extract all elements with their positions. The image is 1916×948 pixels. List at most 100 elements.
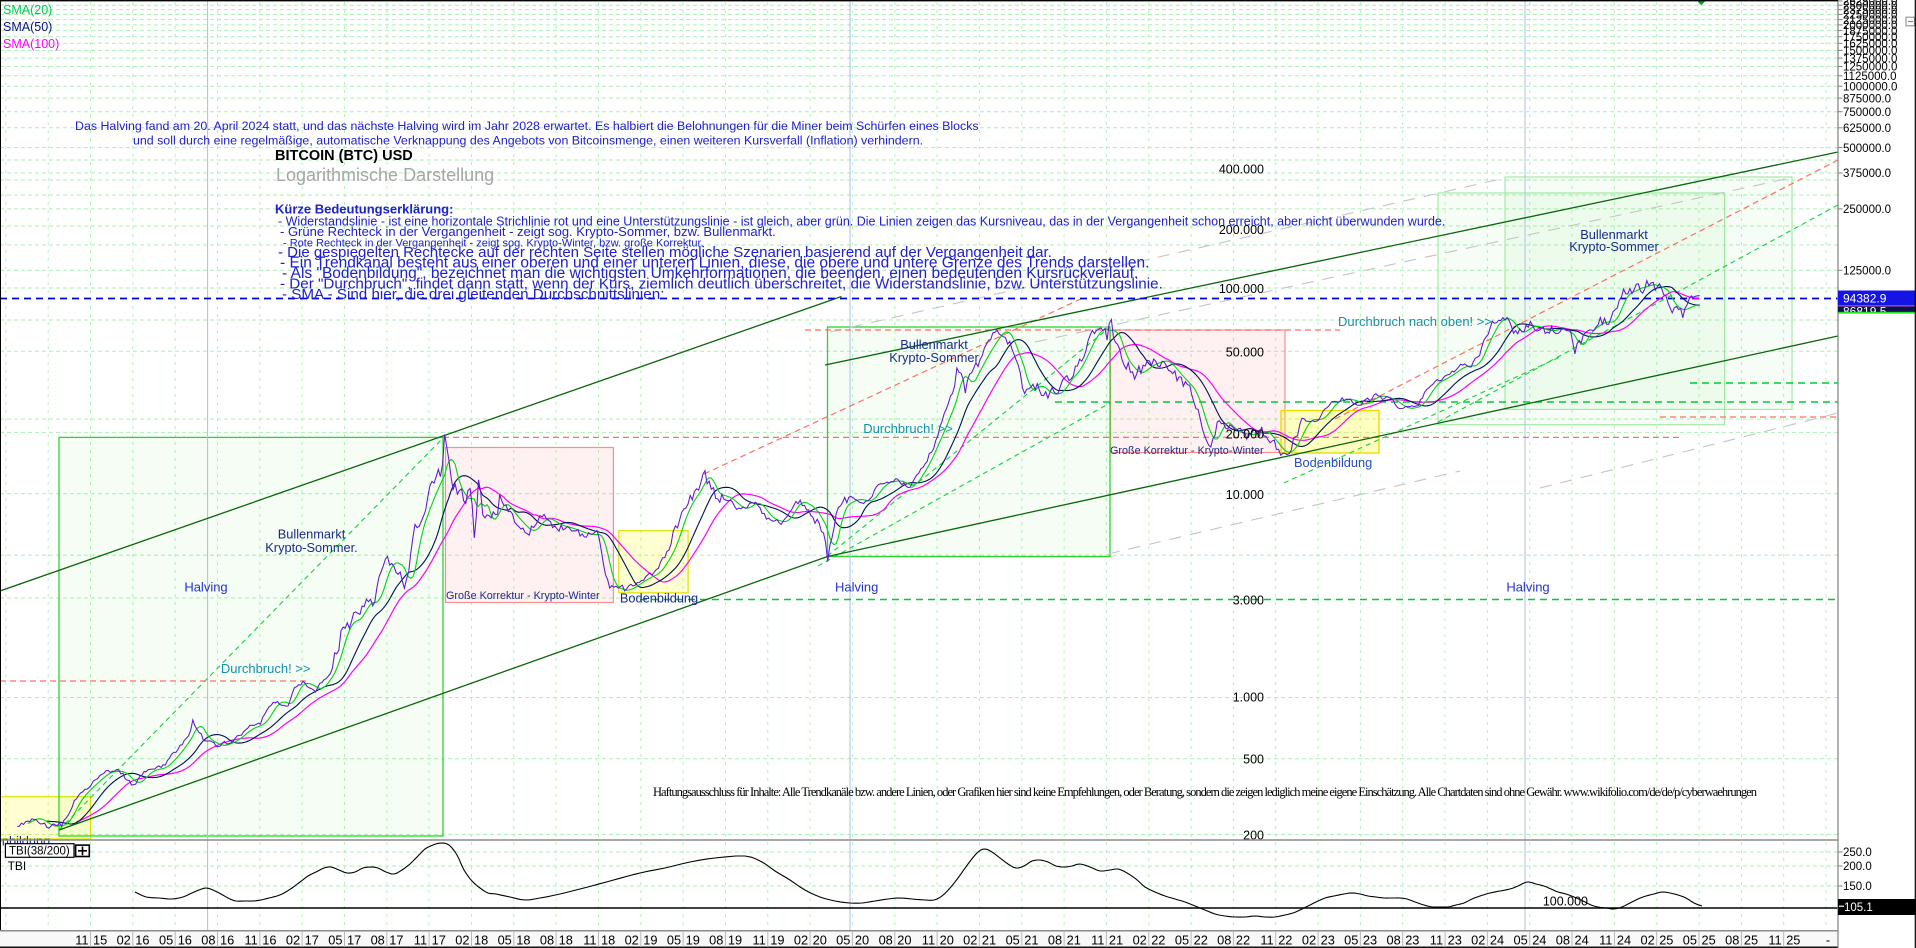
svg-text:22: 22 — [1151, 933, 1165, 948]
svg-text:1250000.0: 1250000.0 — [1843, 62, 1897, 74]
svg-text:05: 05 — [836, 933, 850, 948]
svg-text:05: 05 — [498, 933, 512, 948]
svg-text:20: 20 — [940, 933, 954, 948]
svg-text:16: 16 — [262, 933, 276, 948]
svg-text:22: 22 — [1236, 933, 1250, 948]
svg-text:11: 11 — [583, 933, 596, 948]
svg-text:22: 22 — [1278, 933, 1292, 948]
svg-text:Bullenmarkt: Bullenmarkt — [900, 337, 968, 352]
svg-text:Große Korrektur - Krypto-Winte: Große Korrektur - Krypto-Winter — [446, 590, 600, 602]
svg-text:02: 02 — [117, 933, 131, 948]
svg-text:24: 24 — [1617, 933, 1631, 948]
svg-text:Große Korrektur - Krypto-Winte: Große Korrektur - Krypto-Winter — [1110, 445, 1264, 457]
svg-text:05: 05 — [1683, 933, 1697, 948]
svg-text:11: 11 — [245, 933, 258, 948]
svg-text:- Der "Durchbruch", findet dan: - Der "Durchbruch", findet dann statt, w… — [280, 276, 1163, 293]
svg-text:02: 02 — [1640, 933, 1654, 948]
svg-text:Krypto-Sommer: Krypto-Sommer — [889, 350, 979, 365]
svg-text:SMA(20): SMA(20) — [3, 3, 52, 17]
svg-text:20: 20 — [855, 933, 869, 948]
svg-text:100.000: 100.000 — [1543, 895, 1588, 909]
svg-text:21: 21 — [982, 933, 996, 948]
svg-text:200.000: 200.000 — [1219, 223, 1264, 237]
svg-text:23: 23 — [1363, 933, 1377, 948]
svg-text:250.0: 250.0 — [1843, 847, 1872, 859]
svg-text:- SMA - Sind hier, die drei gl: - SMA - Sind hier, die drei gleitenden D… — [282, 286, 664, 303]
svg-text:18: 18 — [516, 933, 530, 948]
svg-text:Halving: Halving — [184, 580, 227, 595]
svg-text:2000000.0: 2000000.0 — [1843, 20, 1897, 32]
svg-text:1875000.0: 1875000.0 — [1843, 26, 1897, 38]
svg-text:150.0: 150.0 — [1843, 881, 1872, 893]
svg-text:05: 05 — [1344, 933, 1358, 948]
svg-text:08: 08 — [1386, 933, 1400, 948]
svg-text:3.000: 3.000 — [1233, 594, 1264, 608]
svg-text:20: 20 — [897, 933, 911, 948]
svg-text:1375000.0: 1375000.0 — [1843, 53, 1897, 65]
svg-text:02: 02 — [286, 933, 300, 948]
svg-text:18: 18 — [474, 933, 488, 948]
svg-text:20.000: 20.000 — [1226, 427, 1264, 441]
svg-text:23: 23 — [1321, 933, 1335, 948]
svg-text:11: 11 — [922, 933, 935, 948]
svg-text:1.000: 1.000 — [1233, 691, 1264, 705]
svg-text:22: 22 — [1194, 933, 1208, 948]
svg-text:Haftungsausschluss für Inhalte: Haftungsausschluss für Inhalte: Alle Tre… — [653, 785, 1758, 799]
svg-text:TBI: TBI — [8, 859, 27, 873]
svg-text:200.0: 200.0 — [1843, 861, 1872, 873]
svg-text:23: 23 — [1448, 933, 1462, 948]
svg-text:10.000: 10.000 — [1226, 488, 1264, 502]
svg-text:TBI(38/200): TBI(38/200) — [9, 846, 70, 858]
svg-text:21: 21 — [1024, 933, 1038, 948]
svg-text:1125000.0: 1125000.0 — [1843, 71, 1897, 83]
svg-text:02: 02 — [1133, 933, 1147, 948]
svg-text:08: 08 — [1048, 933, 1062, 948]
svg-text:105.1: 105.1 — [1844, 902, 1873, 914]
svg-text:11: 11 — [1260, 933, 1273, 948]
svg-text:Bullenmarkt: Bullenmarkt — [278, 526, 346, 541]
svg-text:- Die gespiegelten Rechtecke a: - Die gespiegelten Rechtecke auf der rec… — [278, 244, 1052, 261]
svg-text:17: 17 — [305, 933, 319, 948]
svg-text:08: 08 — [1725, 933, 1739, 948]
svg-text:Kürze Bedeutungserklärung:: Kürze Bedeutungserklärung: — [275, 202, 453, 217]
svg-text:25: 25 — [1744, 933, 1758, 948]
svg-text:05: 05 — [667, 933, 681, 948]
svg-text:125000.0: 125000.0 — [1843, 266, 1891, 278]
svg-text:08: 08 — [709, 933, 723, 948]
svg-text:375000.0: 375000.0 — [1843, 168, 1891, 180]
svg-text:24: 24 — [1532, 933, 1546, 948]
svg-text:02: 02 — [625, 933, 639, 948]
svg-text:Krypto-Sommer.: Krypto-Sommer. — [265, 540, 357, 555]
svg-text:2250000.0: 2250000.0 — [1843, 10, 1897, 22]
svg-text:16: 16 — [220, 933, 234, 948]
svg-text:11: 11 — [1430, 933, 1443, 948]
svg-text:19: 19 — [686, 933, 700, 948]
svg-text:11: 11 — [75, 933, 88, 948]
svg-text:11: 11 — [1599, 933, 1612, 948]
svg-text:500: 500 — [1243, 752, 1264, 766]
svg-text:08: 08 — [371, 933, 385, 948]
svg-text:20: 20 — [813, 933, 827, 948]
svg-text:Durchbruch! >>: Durchbruch! >> — [863, 421, 953, 436]
svg-text:200: 200 — [1243, 828, 1264, 842]
svg-text:Krypto-Sommer: Krypto-Sommer — [1569, 239, 1659, 254]
svg-text:05: 05 — [1513, 933, 1527, 948]
svg-text:16: 16 — [178, 933, 192, 948]
svg-text:25: 25 — [1702, 933, 1716, 948]
svg-text:25: 25 — [1659, 933, 1673, 948]
svg-text:- Grüne Rechteck in der Vergan: - Grüne Rechteck in der Vergangenheit - … — [280, 224, 776, 239]
svg-text:625000.0: 625000.0 — [1843, 123, 1891, 135]
svg-text:17: 17 — [347, 933, 361, 948]
svg-text:19: 19 — [728, 933, 742, 948]
svg-text:Durchbruch nach oben! >>: Durchbruch nach oben! >> — [1338, 314, 1492, 329]
svg-text:-: - — [1826, 933, 1830, 948]
svg-text:Durchbruch! >>: Durchbruch! >> — [221, 661, 311, 676]
svg-text:2625000.0: 2625000.0 — [1843, 0, 1897, 8]
svg-text:875000.0: 875000.0 — [1843, 93, 1891, 105]
svg-text:24: 24 — [1575, 933, 1589, 948]
svg-text:Halving: Halving — [835, 580, 878, 595]
svg-text:Halving: Halving — [1506, 580, 1549, 595]
svg-text:2500000.0: 2500000.0 — [1843, 0, 1897, 12]
svg-text:750000.0: 750000.0 — [1843, 107, 1891, 119]
svg-text:94382.9: 94382.9 — [1843, 291, 1887, 305]
